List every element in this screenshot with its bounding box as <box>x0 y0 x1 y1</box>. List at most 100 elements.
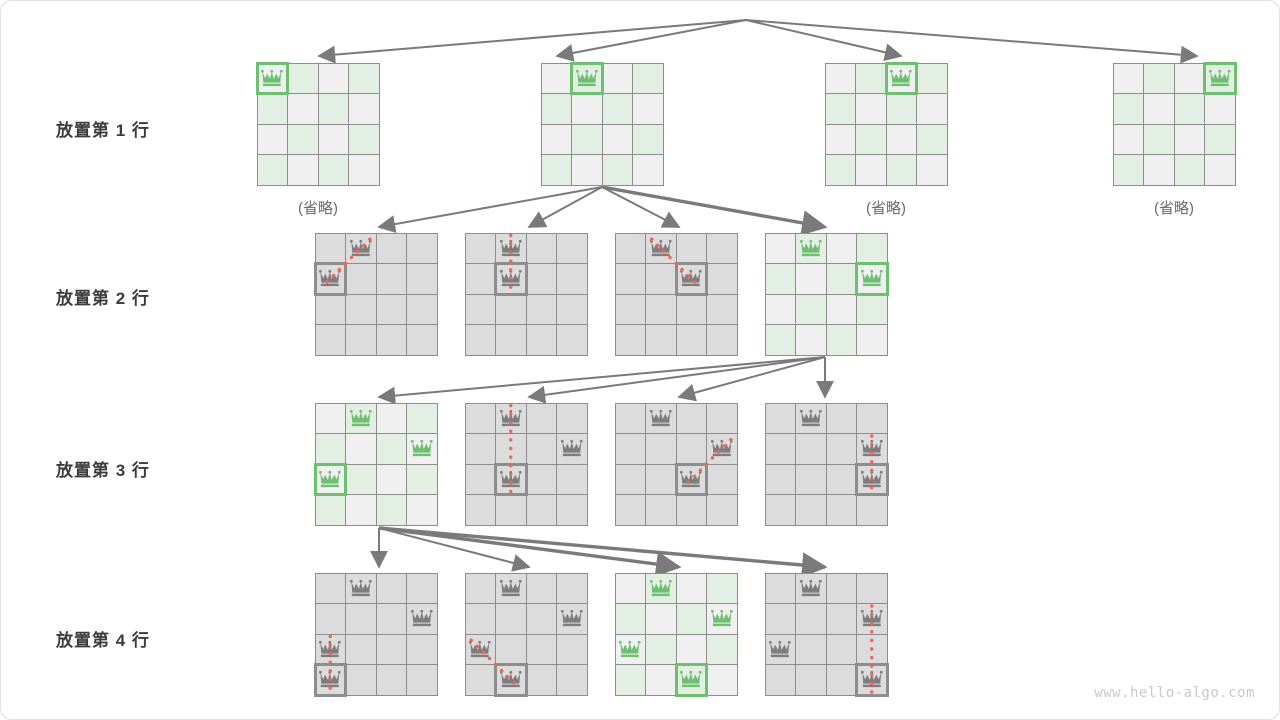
chessboard-r2-b1 <box>313 232 438 356</box>
cell-r0-c1 <box>855 62 887 94</box>
cell-r2-c1 <box>795 633 827 665</box>
cell-r0-c3 <box>406 572 438 604</box>
chessboard-r1-b1 <box>255 61 380 186</box>
cell-r3-c0 <box>540 154 572 186</box>
queen-icon <box>349 576 373 601</box>
cell-r0-c3 <box>706 572 738 604</box>
cell-r1-c1 <box>345 263 377 295</box>
cell-r3-c0 <box>464 494 496 526</box>
cell-r1-c3 <box>855 262 889 296</box>
cell-r3-c1 <box>287 154 319 186</box>
cell-r2-c0 <box>464 633 496 665</box>
cell-r3-c2 <box>825 494 857 526</box>
row-label-1: 放置第 1 行 <box>56 121 150 140</box>
queen-icon <box>860 467 884 492</box>
cell-r0-c2 <box>825 402 857 434</box>
queen-icon <box>799 406 823 431</box>
cell-r3-c3 <box>406 494 438 526</box>
cell-r2-c2 <box>375 463 407 495</box>
cell-r1-c2 <box>317 93 349 125</box>
cell-r0-c2 <box>601 62 633 94</box>
cell-r2-c2 <box>525 293 557 325</box>
cell-r0-c2 <box>525 232 557 264</box>
cell-r3-c3 <box>556 494 588 526</box>
cell-r0-c3 <box>916 62 948 94</box>
cell-r2-c1 <box>645 463 677 495</box>
cell-r1-c1 <box>345 603 377 635</box>
cell-r3-c1 <box>345 494 377 526</box>
chessboard-r4-b1 <box>313 572 438 697</box>
cell-r0-c3 <box>856 402 888 434</box>
queen-icon <box>799 576 823 601</box>
tree-edge-4 <box>745 19 1199 64</box>
cell-r1-c0 <box>313 262 347 296</box>
cell-r1-c3 <box>706 603 738 635</box>
cell-r1-c2 <box>1173 93 1205 125</box>
chessboard-r2-b3 <box>614 232 738 356</box>
cell-r2-c3 <box>706 293 738 325</box>
cell-r3-c2 <box>525 494 557 526</box>
queen-icon <box>560 606 584 631</box>
cell-r3-c3 <box>706 494 738 526</box>
cell-r0-c0 <box>614 572 646 604</box>
queen-icon <box>410 436 434 461</box>
cell-r3-c1 <box>345 664 377 696</box>
cell-r3-c3 <box>916 154 948 186</box>
cell-r1-c0 <box>256 93 288 125</box>
tree-edge-10 <box>527 356 826 404</box>
cell-r2-c0 <box>1112 123 1144 155</box>
cell-r2-c1 <box>571 123 603 155</box>
tree-edge-5 <box>377 186 603 233</box>
tree-edge-14 <box>378 527 531 572</box>
cell-r1-c1 <box>795 433 827 465</box>
cell-r1-c2 <box>825 433 857 465</box>
cell-r0-c2 <box>375 402 407 434</box>
cell-r0-c3 <box>632 62 664 94</box>
cell-r3-c2 <box>825 324 857 356</box>
queen-icon <box>499 467 523 492</box>
cell-r1-c2 <box>375 263 407 295</box>
cell-r2-c3 <box>856 293 888 325</box>
cell-r2-c2 <box>675 633 707 665</box>
cell-r2-c3 <box>855 462 889 496</box>
queen-icon <box>860 667 884 692</box>
cell-r3-c3 <box>856 494 888 526</box>
cell-r3-c1 <box>795 324 827 356</box>
cell-r1-c1 <box>345 433 377 465</box>
tree-edge-2 <box>555 19 747 62</box>
tree-edge-6 <box>527 186 603 228</box>
cell-r1-c1 <box>287 93 319 125</box>
cell-r2-c0 <box>313 462 347 496</box>
chessboard-r4-b3 <box>614 572 738 697</box>
cell-r2-c0 <box>764 293 796 325</box>
chessboard-r4-b2 <box>464 572 588 697</box>
watermark: www.hello-algo.com <box>1094 685 1255 701</box>
tree-edge-7 <box>601 186 681 228</box>
tree-edge-8 <box>601 185 828 236</box>
chessboard-r2-b4 <box>764 232 889 356</box>
cell-r2-c3 <box>856 633 888 665</box>
cell-r3-c2 <box>825 664 857 696</box>
cell-r3-c0 <box>314 494 346 526</box>
cell-r0-c1 <box>795 402 827 434</box>
cell-r1-c3 <box>556 263 588 295</box>
queen-icon <box>499 667 523 692</box>
queen-icon <box>799 236 823 261</box>
queen-icon <box>649 406 673 431</box>
cell-r3-c2 <box>1173 154 1205 186</box>
cell-r2-c2 <box>525 463 557 495</box>
cell-r3-c3 <box>706 324 738 356</box>
cell-r2-c0 <box>824 123 856 155</box>
cell-r2-c0 <box>540 123 572 155</box>
cell-r0-c1 <box>570 61 604 95</box>
tree-edge-1 <box>317 19 747 64</box>
cell-r2-c2 <box>825 633 857 665</box>
cell-r1-c0 <box>540 93 572 125</box>
chessboard-r1-b3 <box>824 61 948 186</box>
cell-r3-c2 <box>675 494 707 526</box>
tree-edge-3 <box>745 19 903 62</box>
cell-r0-c1 <box>795 232 827 264</box>
cell-r2-c0 <box>614 293 646 325</box>
cell-r2-c3 <box>706 463 738 495</box>
queen-icon <box>710 606 734 631</box>
